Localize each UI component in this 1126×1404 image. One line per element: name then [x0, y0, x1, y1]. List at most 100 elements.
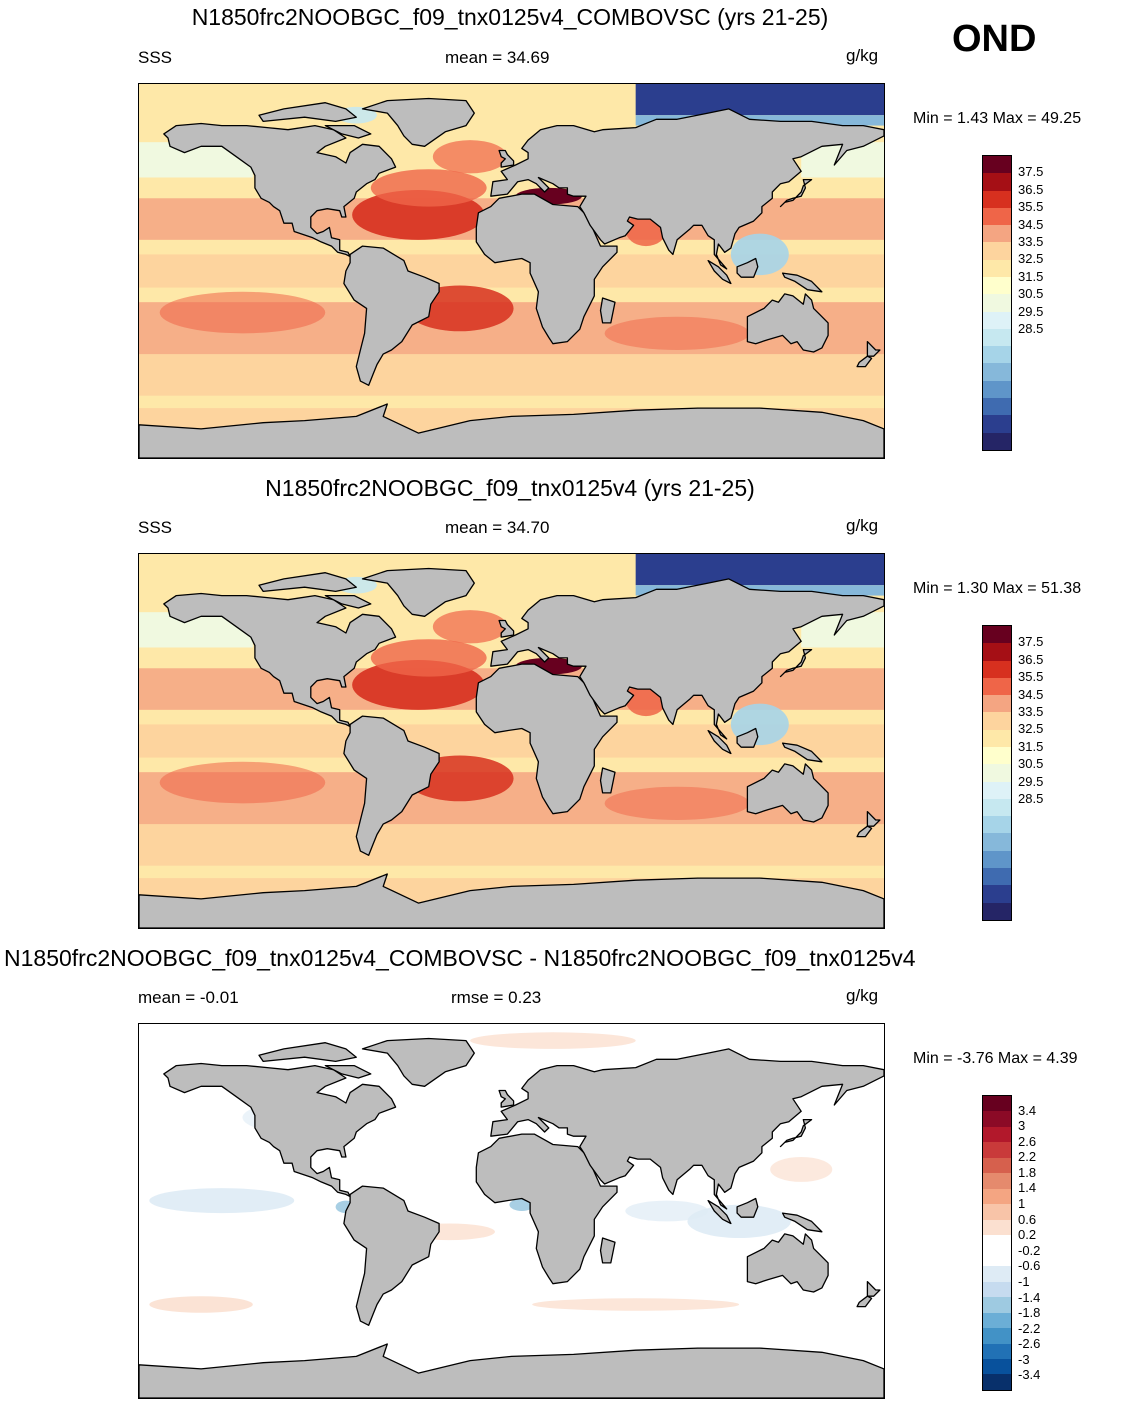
- colorbar-swatch: [983, 380, 1011, 398]
- panel-3-title: N1850frc2NOOBGC_f09_tnx0125v4_COMBOVSC -…: [4, 945, 916, 971]
- colorbar-swatch: [983, 1297, 1011, 1313]
- panel-1-mean-label: mean = 34.69: [445, 48, 550, 67]
- panel-2-minmax: Min = 1.30 Max = 51.38: [913, 580, 1082, 597]
- colorbar-tick-label: 2.2: [1018, 1149, 1037, 1165]
- colorbar-tick-label: 0.2: [1018, 1227, 1037, 1243]
- colorbar-swatch: [983, 1126, 1011, 1143]
- colorbar-swatch: [983, 397, 1011, 416]
- colorbar-tick-label: 30.5: [1018, 286, 1044, 302]
- panel-1-minmax: Min = 1.43 Max = 49.25: [913, 110, 1082, 127]
- world-map: [139, 554, 884, 928]
- colorbar-swatch: [983, 1312, 1011, 1329]
- colorbar-swatch: [983, 294, 1011, 312]
- colorbar-tick-label: 28.5: [1018, 791, 1044, 807]
- colorbar-tick-label: 0.6: [1018, 1211, 1037, 1227]
- colorbar-swatch: [983, 276, 1011, 295]
- colorbar-swatch: [983, 1204, 1011, 1220]
- colorbar-swatch: [983, 156, 1011, 174]
- panel-3-mean-label: mean = -0.01: [138, 988, 239, 1007]
- colorbar-tick-label: 2.6: [1018, 1133, 1037, 1149]
- colorbar-tick-label: -3.4: [1018, 1367, 1041, 1383]
- colorbar-swatch: [983, 207, 1011, 226]
- colorbar-swatch: [983, 1173, 1011, 1189]
- colorbar-swatch: [983, 677, 1011, 696]
- panel-3-minmax: Min = -3.76 Max = 4.39: [913, 1050, 1078, 1067]
- panel-1-title: N1850frc2NOOBGC_f09_tnx0125v4_COMBOVSC (…: [191, 4, 829, 30]
- colorbar-tick-label: 31.5: [1018, 738, 1044, 754]
- colorbar-swatch: [983, 328, 1011, 347]
- colorbar-tick-label: 1.8: [1018, 1164, 1037, 1180]
- colorbar-swatch: [983, 850, 1011, 868]
- colorbar-tick-label: 35.5: [1018, 669, 1044, 685]
- colorbar-swatch: [983, 242, 1011, 260]
- panel-1-variable-label: SSS: [138, 48, 173, 67]
- colorbar-tick-label: -0.2: [1018, 1242, 1041, 1258]
- colorbar-swatch: [983, 1157, 1011, 1174]
- colorbar-tick-label: 37.5: [1018, 634, 1044, 650]
- panel-3-units-label: g/kg: [846, 986, 879, 1005]
- colorbar-swatch: [983, 885, 1011, 903]
- colorbar-swatch: [983, 798, 1011, 817]
- colorbar-swatch: [983, 1250, 1011, 1267]
- colorbar-swatch: [983, 643, 1011, 661]
- colorbar-swatch: [983, 1374, 1011, 1390]
- colorbar-swatch: [983, 1328, 1011, 1344]
- colorbar-swatch: [983, 1281, 1011, 1298]
- colorbar-tick-label: -0.6: [1018, 1258, 1041, 1274]
- colorbar-swatch: [983, 1343, 1011, 1359]
- colorbar-swatch: [983, 1266, 1011, 1282]
- colorbar-tick-label: 36.5: [1018, 181, 1044, 197]
- panel-1-colorbar: [982, 155, 1012, 451]
- colorbar-tick-label: -3: [1018, 1351, 1030, 1367]
- world-map: [139, 84, 884, 458]
- colorbar-tick-label: -1: [1018, 1273, 1030, 1289]
- colorbar-tick-label: 33.5: [1018, 234, 1044, 250]
- colorbar-tick-label: 1: [1018, 1196, 1026, 1212]
- colorbar-tick-label: 34.5: [1018, 686, 1044, 702]
- colorbar-tick-label: 30.5: [1018, 756, 1044, 772]
- colorbar-swatch: [983, 1142, 1011, 1158]
- colorbar-swatch: [983, 1188, 1011, 1205]
- colorbar-tick-label: 34.5: [1018, 216, 1044, 232]
- colorbar-swatch: [983, 225, 1011, 243]
- colorbar-tick-label: 36.5: [1018, 651, 1044, 667]
- colorbar-tick-label: -1.8: [1018, 1305, 1041, 1321]
- world-map: [139, 1024, 884, 1398]
- colorbar-tick-label: 29.5: [1018, 303, 1044, 319]
- panel-3-colorbar: [982, 1095, 1012, 1391]
- panel-1-units-label: g/kg: [846, 46, 879, 65]
- colorbar-swatch: [983, 1219, 1011, 1236]
- colorbar-tick-label: -2.6: [1018, 1336, 1041, 1352]
- colorbar-tick-label: 35.5: [1018, 199, 1044, 215]
- season-label: OND: [952, 18, 1037, 60]
- colorbar-swatch: [983, 833, 1011, 851]
- colorbar-swatch: [983, 415, 1011, 433]
- panel-2-mean-label: mean = 34.70: [445, 518, 550, 537]
- colorbar-swatch: [983, 311, 1011, 329]
- colorbar-tick-label: -1.4: [1018, 1289, 1041, 1305]
- panel-2-map: [138, 553, 885, 929]
- colorbar-swatch: [983, 363, 1011, 381]
- colorbar-swatch: [983, 816, 1011, 834]
- panel-2-units-label: g/kg: [846, 516, 879, 535]
- panel-2-variable-label: SSS: [138, 518, 173, 537]
- colorbar-tick-label: 31.5: [1018, 268, 1044, 284]
- colorbar-swatch: [983, 1358, 1011, 1375]
- colorbar-swatch: [983, 660, 1011, 678]
- colorbar-tick-label: 32.5: [1018, 721, 1044, 737]
- colorbar-swatch: [983, 746, 1011, 765]
- colorbar-swatch: [983, 695, 1011, 713]
- colorbar-tick-label: 3: [1018, 1118, 1026, 1134]
- colorbar-swatch: [983, 190, 1011, 208]
- colorbar-swatch: [983, 1235, 1011, 1251]
- panel-3-map: [138, 1023, 885, 1399]
- colorbar-swatch: [983, 432, 1011, 450]
- colorbar-swatch: [983, 781, 1011, 799]
- colorbar-tick-label: 3.4: [1018, 1102, 1037, 1118]
- colorbar-swatch: [983, 1096, 1011, 1112]
- colorbar-swatch: [983, 764, 1011, 782]
- panel-2-colorbar: [982, 625, 1012, 921]
- colorbar-tick-label: 37.5: [1018, 164, 1044, 180]
- panel-3-rmse-label: rmse = 0.23: [451, 988, 542, 1007]
- colorbar-swatch: [983, 626, 1011, 644]
